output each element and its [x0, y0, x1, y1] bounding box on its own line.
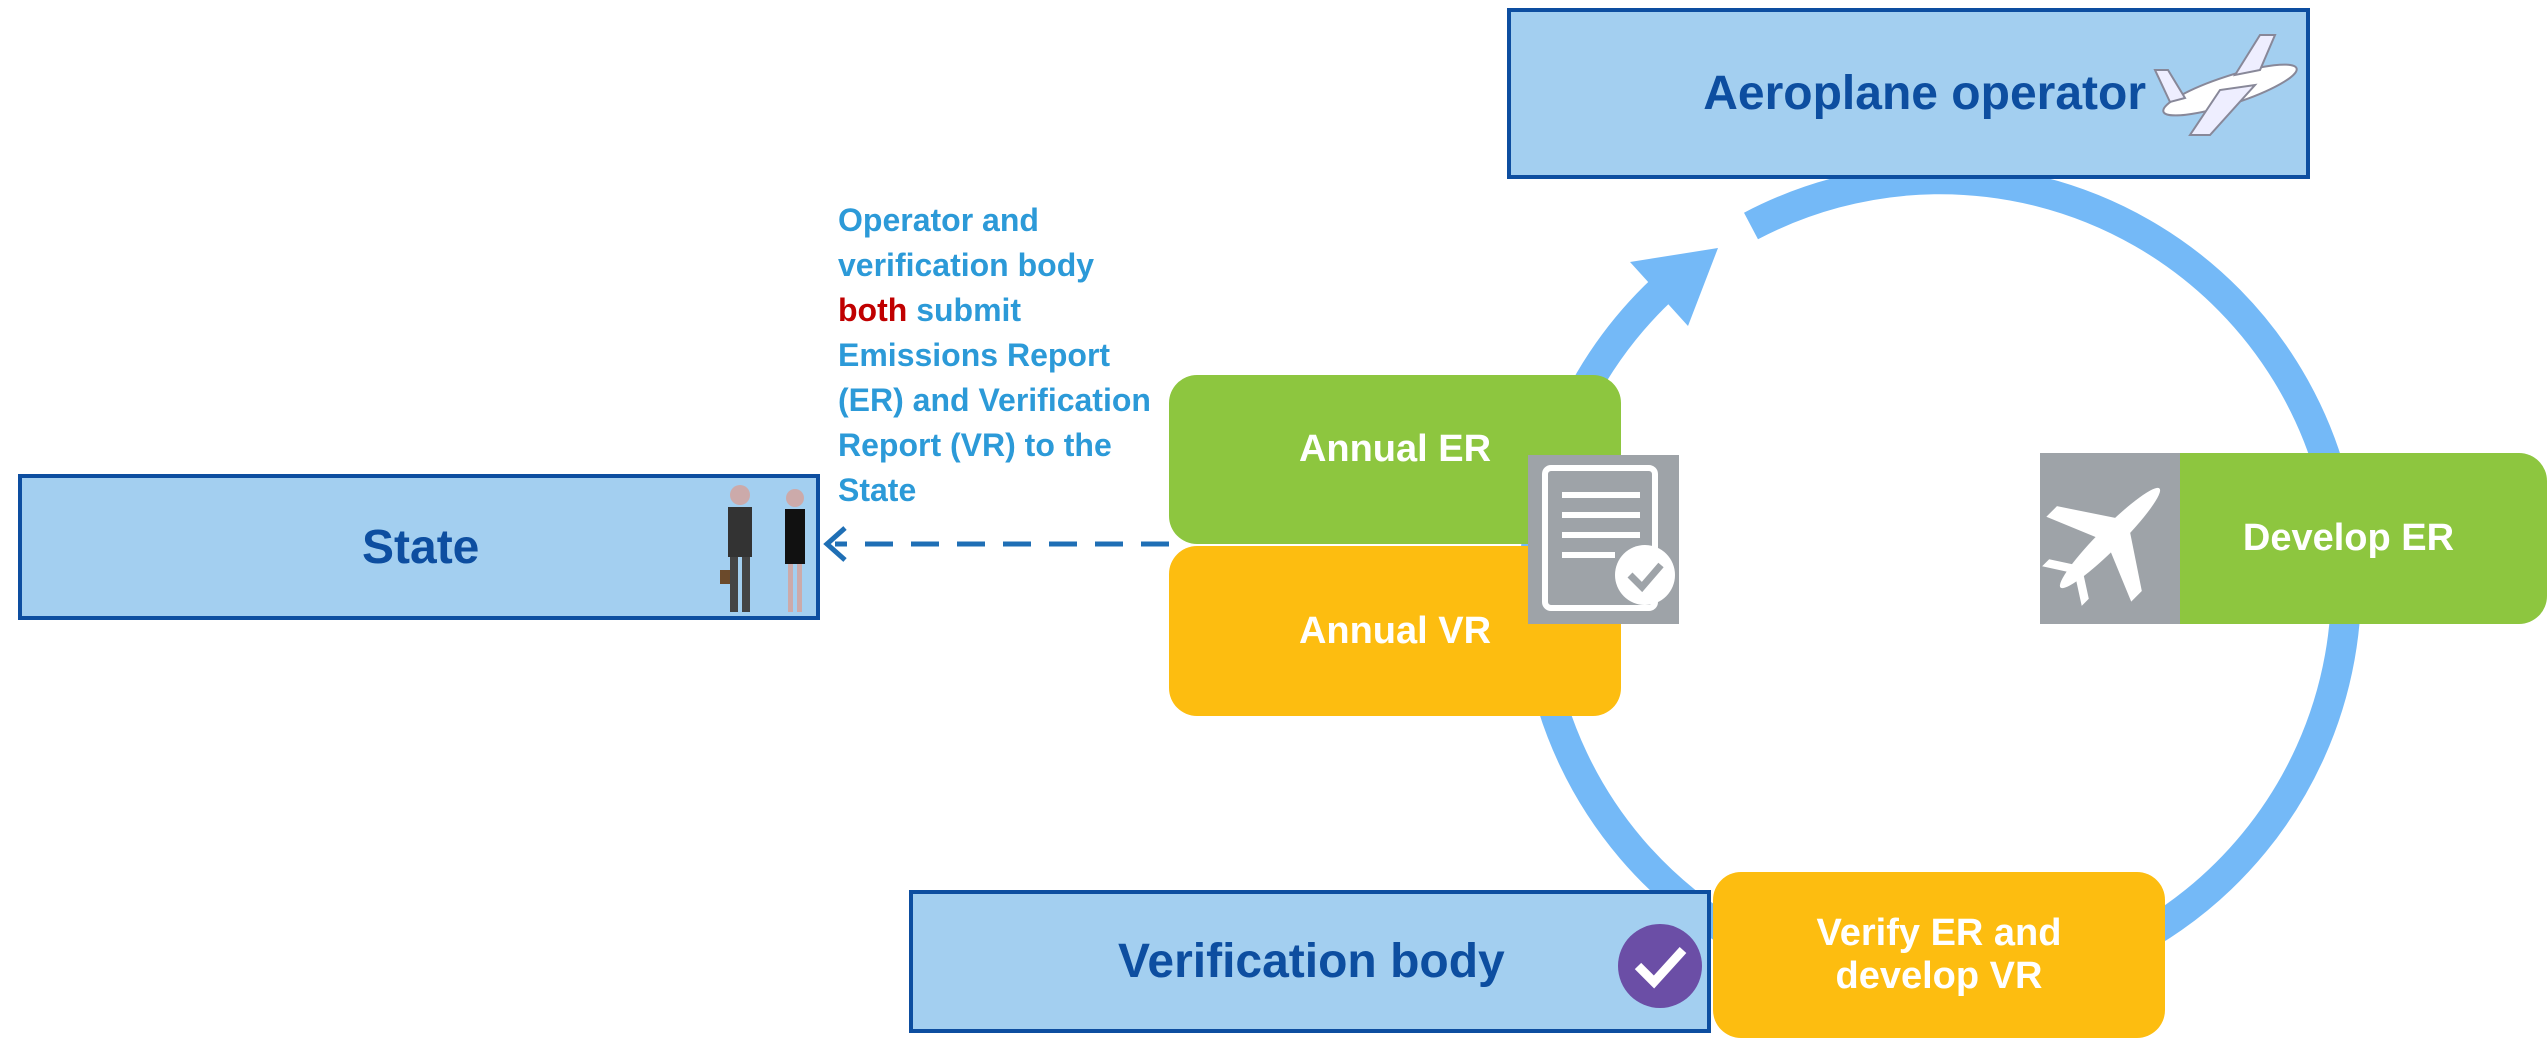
- diagram: Aeroplane operator State Verification bo…: [0, 0, 2547, 1038]
- annual-er-step: Annual ER: [1169, 375, 1621, 544]
- operator-box: Aeroplane operator: [1507, 8, 2310, 179]
- submission-note: Operator and verification body both subm…: [838, 198, 1168, 513]
- annual-vr-step: Annual VR: [1169, 546, 1621, 716]
- state-label: State: [362, 520, 479, 575]
- annual-vr-label: Annual VR: [1299, 610, 1491, 653]
- verify-step: Verify ER and develop VR: [1713, 872, 2165, 1038]
- verifier-box: Verification body: [909, 890, 1711, 1033]
- note-emphasis: both: [838, 292, 907, 328]
- verifier-label: Verification body: [1118, 934, 1505, 989]
- develop-er-step: Develop ER: [2150, 453, 2547, 624]
- develop-er-label: Develop ER: [2243, 517, 2454, 560]
- note-text: Operator and verification body: [838, 202, 1094, 283]
- operator-label: Aeroplane operator: [1703, 66, 2146, 121]
- state-box: State: [18, 474, 820, 620]
- annual-er-label: Annual ER: [1299, 428, 1491, 471]
- verify-label: Verify ER and develop VR: [1773, 912, 2105, 998]
